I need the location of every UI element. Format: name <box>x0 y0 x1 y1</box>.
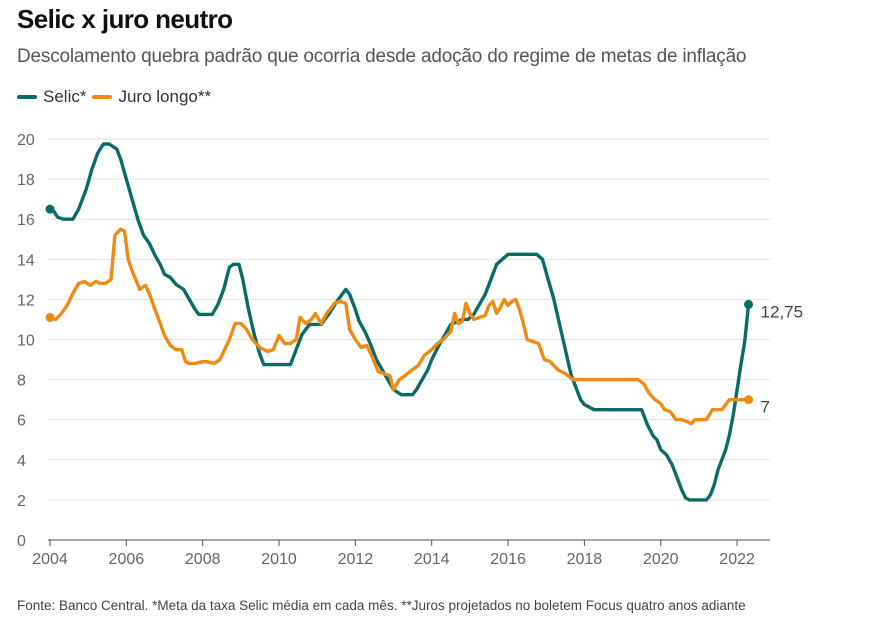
x-tick-label: 2014 <box>414 551 450 568</box>
series-end-label: 7 <box>761 398 770 417</box>
legend-item-juro: Juro longo** <box>92 87 211 107</box>
end-labels: 12,75 7 <box>761 302 804 416</box>
legend-label-selic: Selic* <box>43 87 87 106</box>
x-tick-label: 2022 <box>719 551 755 568</box>
series-end-label: 12,75 <box>761 302 804 321</box>
series <box>45 142 754 502</box>
x-tick-label: 2006 <box>109 551 145 568</box>
series-line-juro-longo <box>48 227 751 426</box>
y-tick-label: 2 <box>17 493 26 510</box>
y-tick-label: 12 <box>17 292 35 309</box>
chart-title: Selic x juro neutro <box>17 4 233 34</box>
series-line-selic <box>48 142 751 502</box>
x-tick-label: 2004 <box>32 551 68 568</box>
x-tick-label: 2012 <box>338 551 374 568</box>
chart-subtitle: Descolamento quebra padrão que ocorria d… <box>17 46 747 67</box>
x-tick-label: 2020 <box>643 551 679 568</box>
legend-swatch-selic <box>17 95 37 99</box>
x-tick-label: 2008 <box>185 551 221 568</box>
series-end-point <box>744 395 754 405</box>
x-tick-label: 2010 <box>261 551 297 568</box>
legend-label-juro: Juro longo** <box>118 87 212 106</box>
y-tick-label: 6 <box>17 413 26 430</box>
legend: Selic* Juro longo** <box>17 87 217 107</box>
series-start-point <box>45 204 55 214</box>
y-tick-label: 0 <box>17 533 26 550</box>
series-start-point <box>45 312 55 322</box>
y-tick-label: 10 <box>17 333 35 350</box>
grid <box>48 138 770 501</box>
series-end-point <box>744 299 754 309</box>
y-tick-label: 16 <box>17 212 35 229</box>
x-tick-label: 2016 <box>490 551 526 568</box>
legend-swatch-juro <box>92 95 113 99</box>
legend-item-selic: Selic* <box>17 87 86 107</box>
y-tick-label: 20 <box>17 132 35 149</box>
source-note: Fonte: Banco Central. *Meta da taxa Seli… <box>17 598 746 613</box>
x-tick-label: 2018 <box>567 551 603 568</box>
y-tick-label: 18 <box>17 172 35 189</box>
y-tick-label: 14 <box>17 252 35 269</box>
y-tick-label: 4 <box>17 453 26 470</box>
y-tick-label: 8 <box>17 373 26 390</box>
axes: 0 2 4 6 8 10 12 14 16 18 20 2004 2006 2008 2010 2012 201… <box>17 132 770 568</box>
